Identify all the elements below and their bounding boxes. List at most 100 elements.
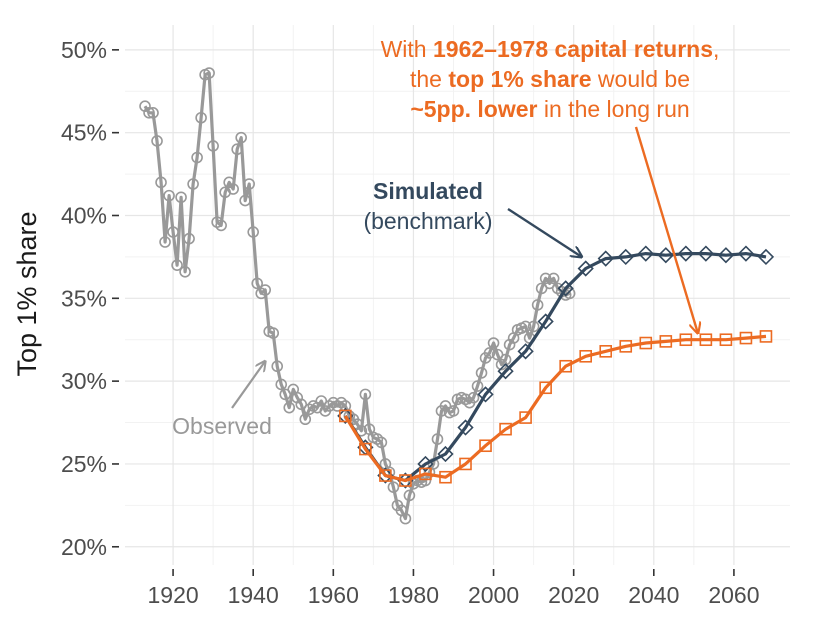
- data-point: [267, 327, 280, 339]
- series-line: [343, 334, 767, 483]
- data-point: [457, 419, 474, 436]
- data-point: [243, 178, 255, 190]
- data-point: [447, 405, 460, 417]
- data-point: [679, 333, 693, 347]
- series-line: [343, 252, 767, 483]
- data-point: [179, 266, 191, 278]
- series-circle: [139, 67, 576, 525]
- x-tick-label: 1940: [228, 582, 279, 608]
- data-point: [699, 333, 713, 347]
- data-point: [417, 455, 434, 473]
- data-point: [719, 333, 733, 347]
- x-tick-label: 1980: [388, 582, 439, 608]
- data-point: [151, 135, 163, 147]
- data-point: [519, 411, 532, 424]
- data-point: [403, 489, 416, 502]
- data-point: [579, 349, 592, 363]
- data-point: [359, 388, 372, 401]
- simulated-arrow: [507, 207, 582, 257]
- data-point: [459, 457, 472, 471]
- data-point: [737, 245, 755, 262]
- data-point: [637, 245, 654, 262]
- capital-returns-label-segment: top 1% share: [448, 66, 591, 92]
- capital-returns-label-line: the top 1% share would be: [410, 66, 690, 92]
- data-point: [235, 131, 247, 144]
- capital-returns-label-segment: would be: [592, 66, 690, 92]
- capital-returns-label-segment: ~5pp. lower: [410, 96, 537, 122]
- data-point: [491, 348, 504, 361]
- data-point: [171, 259, 183, 271]
- y-tick-label: 50%: [61, 37, 107, 63]
- data-point: [477, 386, 494, 403]
- data-point: [299, 413, 312, 426]
- capital-returns-label-segment: With: [381, 36, 433, 62]
- data-point: [279, 388, 292, 401]
- series-line: [143, 71, 571, 521]
- data-point: [657, 247, 674, 264]
- data-point: [483, 347, 496, 359]
- data-point: [377, 467, 394, 484]
- data-point: [557, 280, 574, 297]
- data-point: [207, 140, 219, 152]
- simulated-label-bold: Simulated: [373, 178, 483, 204]
- data-point: [759, 330, 773, 343]
- data-point: [251, 277, 263, 290]
- data-point: [599, 345, 613, 358]
- data-point: [283, 401, 296, 414]
- data-point: [147, 106, 159, 119]
- observed-label: Observed: [172, 413, 272, 439]
- y-tick-label: 25%: [61, 451, 107, 477]
- data-point: [399, 512, 412, 525]
- capital-returns-label-segment: in the long run: [538, 96, 690, 122]
- capital-returns-label-segment: the: [410, 66, 448, 92]
- data-point: [379, 469, 392, 482]
- data-point: [439, 470, 452, 484]
- data-point: [535, 282, 548, 295]
- data-point: [487, 337, 500, 349]
- data-point: [231, 143, 243, 156]
- data-point: [337, 407, 354, 425]
- data-point: [617, 248, 634, 266]
- data-point: [677, 245, 694, 262]
- observed-arrow: [231, 361, 265, 409]
- y-tick-label: 20%: [61, 534, 107, 560]
- data-point: [227, 183, 239, 195]
- data-point: [359, 442, 372, 456]
- data-point: [619, 340, 633, 353]
- data-point: [239, 194, 251, 207]
- data-point: [215, 219, 227, 232]
- data-point: [531, 299, 544, 311]
- data-point: [697, 245, 715, 262]
- data-point: [155, 176, 167, 189]
- series-square: [339, 330, 773, 487]
- data-point: [175, 191, 187, 204]
- x-tick-label: 1920: [147, 582, 198, 608]
- data-point: [187, 178, 199, 190]
- series-layer: [139, 67, 775, 525]
- data-point: [375, 436, 388, 449]
- x-tick-label: 1960: [308, 582, 359, 608]
- data-point: [739, 331, 753, 345]
- data-point: [717, 247, 735, 264]
- data-point: [159, 236, 171, 248]
- data-point: [167, 226, 179, 238]
- data-point: [471, 380, 484, 392]
- data-point: [183, 232, 195, 245]
- data-point: [659, 335, 673, 348]
- data-point: [195, 111, 207, 124]
- data-point: [431, 433, 444, 445]
- y-axis: 20% 25% 30% 35% 40% 45% 50%: [61, 37, 119, 560]
- data-point: [519, 320, 532, 333]
- x-tick-label: 2040: [628, 582, 679, 608]
- data-point: [271, 360, 284, 373]
- x-tick-label: 2000: [468, 582, 519, 608]
- x-tick-label: 2060: [708, 582, 759, 608]
- data-point: [537, 313, 554, 330]
- data-point: [757, 248, 775, 266]
- data-point: [247, 226, 259, 238]
- data-point: [143, 106, 155, 119]
- data-point: [315, 395, 328, 407]
- data-point: [559, 359, 572, 373]
- data-point: [547, 272, 560, 285]
- data-point: [399, 474, 412, 487]
